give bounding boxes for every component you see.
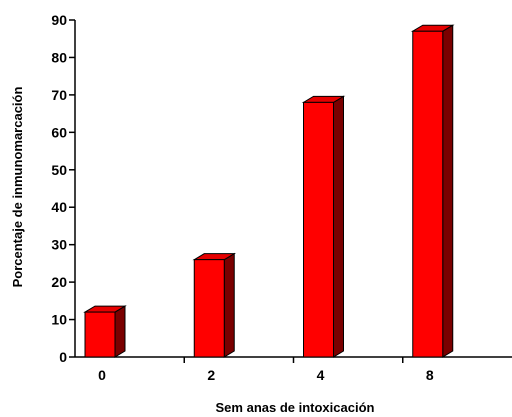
x-axis: 0 2 4 8 [75, 356, 512, 383]
bar [301, 95, 346, 358]
y-tick-label: 90 [51, 12, 67, 28]
bar [83, 305, 127, 358]
bar [410, 24, 455, 358]
y-tick-label: 60 [51, 124, 67, 140]
bar-side [223, 252, 235, 358]
x-tick-label: 4 [317, 367, 325, 383]
bar-front [84, 311, 116, 358]
bar-front [193, 259, 225, 358]
y-tick-label: 30 [51, 237, 67, 253]
y-axis-title: Porcentaje de inmunomarcación [10, 87, 25, 288]
bar-side [442, 24, 454, 358]
y-tick-label: 10 [51, 312, 67, 328]
bar-front [412, 30, 444, 358]
y-tick-label: 70 [51, 87, 67, 103]
y-tick-label: 40 [51, 199, 67, 215]
y-tick-label: 80 [51, 49, 67, 65]
bar [192, 252, 237, 358]
y-tick-label: 20 [51, 274, 67, 290]
bar-side [333, 95, 344, 358]
y-tick-label: 0 [59, 349, 67, 365]
x-axis-title: Sem anas de intoxicación [216, 400, 375, 415]
x-tick-label: 8 [426, 367, 434, 383]
bar-side [114, 305, 126, 358]
y-tick-label: 50 [51, 162, 67, 178]
bar-front [303, 101, 334, 358]
x-tick-label: 2 [207, 367, 215, 383]
x-tick-label: 0 [98, 367, 106, 383]
y-axis: 0 10 20 30 40 50 60 70 80 90 [51, 12, 76, 365]
bars [83, 24, 455, 358]
